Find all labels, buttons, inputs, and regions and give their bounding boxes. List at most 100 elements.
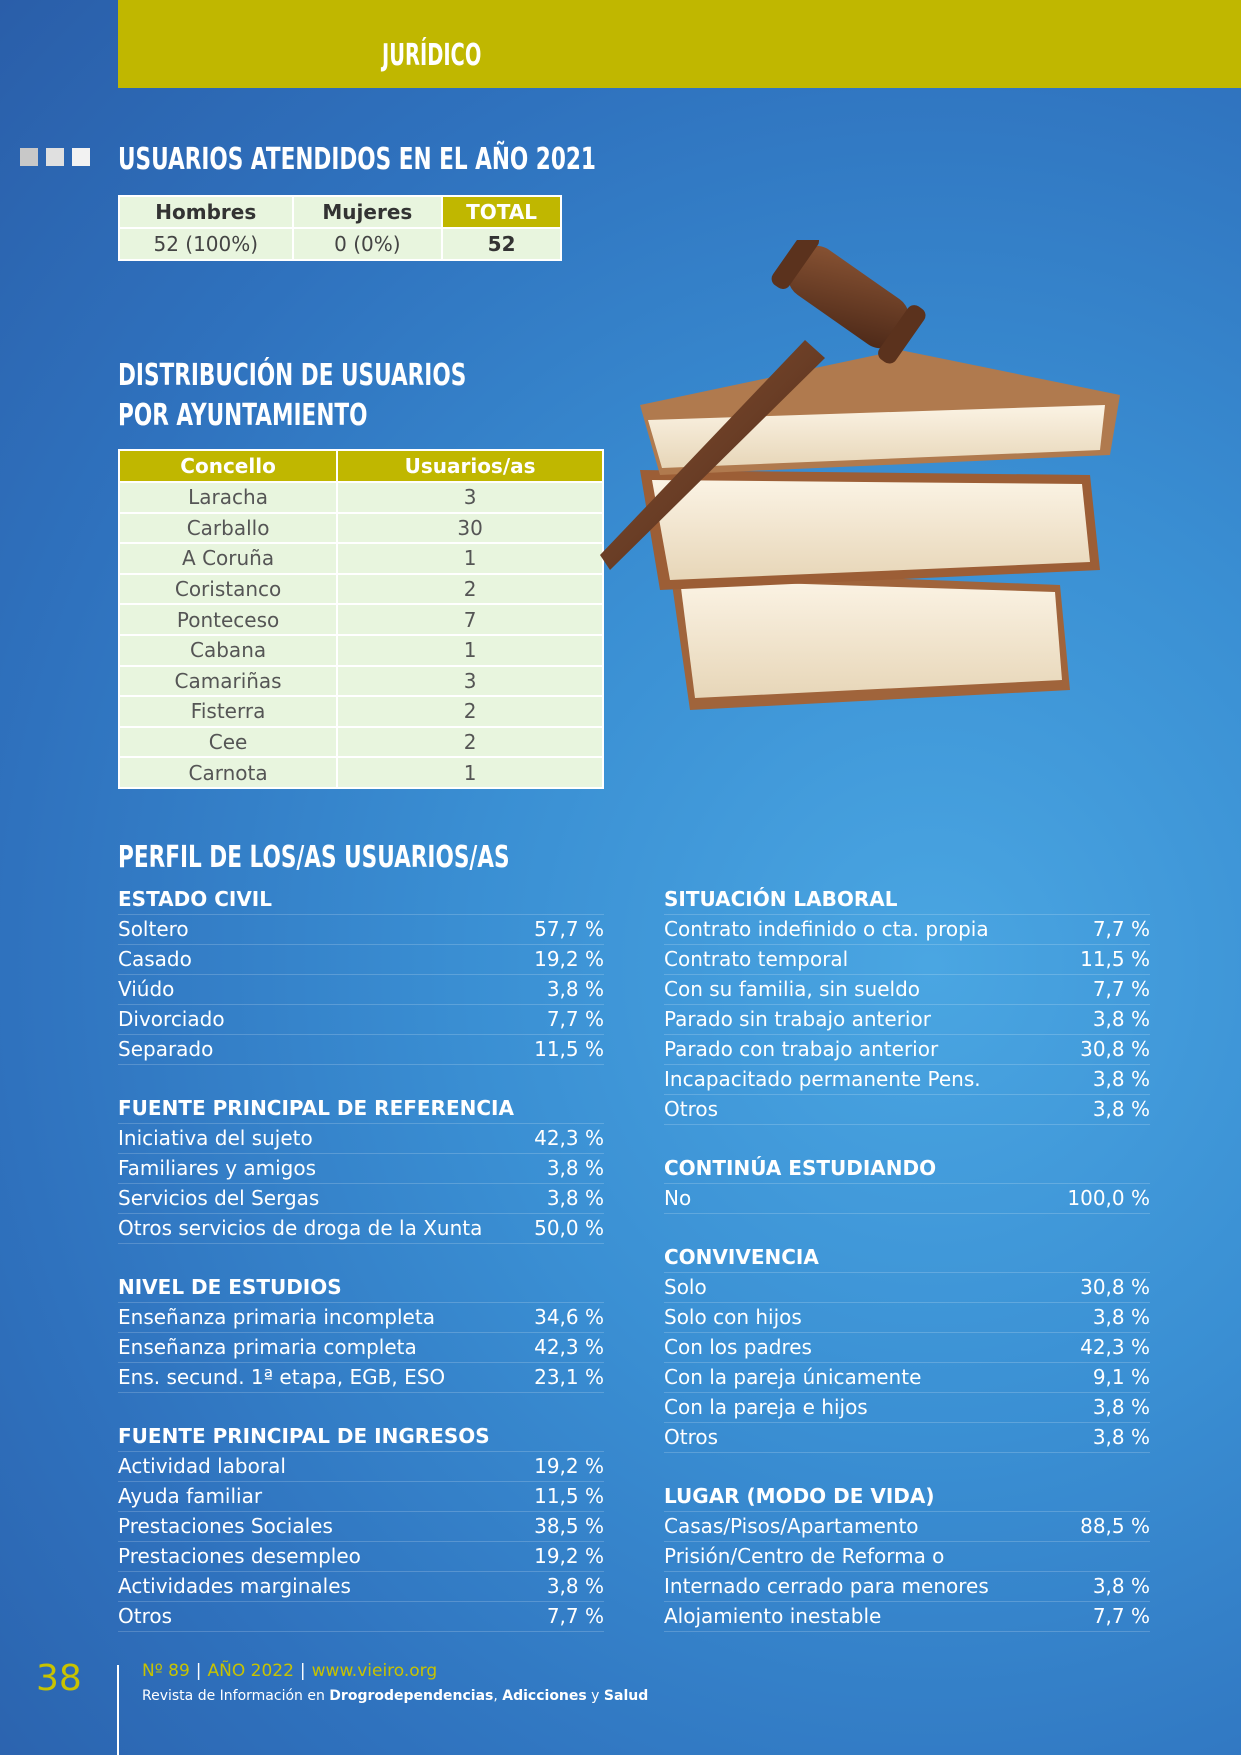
list-item: Con los padres 42,3 % bbox=[664, 1333, 1150, 1363]
issue-number: Nº 89 bbox=[142, 1661, 190, 1681]
stat-value: 3,8 % bbox=[1092, 1067, 1150, 1091]
stat-label: Actividades marginales bbox=[118, 1574, 351, 1598]
book-top-pages bbox=[648, 405, 1105, 468]
stat-label: Prisión/Centro de Reforma o bbox=[664, 1544, 945, 1568]
table-row: Ponteceso 7 bbox=[117, 603, 604, 636]
website-link[interactable]: www.vieiro.org bbox=[311, 1661, 438, 1681]
stat-value: 19,2 % bbox=[534, 1544, 604, 1568]
list-item: Otros 7,7 % bbox=[118, 1602, 604, 1632]
group-title: FUENTE PRINCIPAL DE INGRESOS bbox=[118, 1422, 604, 1452]
section-squares bbox=[20, 148, 98, 170]
stat-value: 11,5 % bbox=[1080, 947, 1150, 971]
list-item: Separado 11,5 % bbox=[118, 1035, 604, 1065]
header-total: TOTAL bbox=[441, 195, 562, 229]
stat-label: Parado con trabajo anterior bbox=[664, 1037, 939, 1061]
tagline-text: y bbox=[586, 1688, 604, 1704]
stat-value: 19,2 % bbox=[534, 947, 604, 971]
stat-label: Casas/Pisos/Apartamento bbox=[664, 1514, 919, 1538]
tagline-bold: Salud bbox=[603, 1688, 649, 1704]
list-item: Internado cerrado para menores 3,8 % bbox=[664, 1572, 1150, 1602]
concello-count: 1 bbox=[336, 633, 604, 667]
list-item: Prestaciones desempleo 19,2 % bbox=[118, 1542, 604, 1572]
table-row: Cabana 1 bbox=[117, 633, 604, 667]
stat-value: 3,8 % bbox=[1092, 1574, 1150, 1598]
stat-label: Contrato indefinido o cta. propia bbox=[664, 917, 989, 941]
stat-label: Separado bbox=[118, 1037, 214, 1061]
concello-count: 30 bbox=[336, 511, 604, 545]
concello-count: 7 bbox=[336, 603, 604, 636]
profile-right-column: SITUACIÓN LABORAL Contrato indefinido o … bbox=[664, 885, 1150, 1632]
stat-value: 3,8 % bbox=[1092, 1007, 1150, 1031]
group-title: ESTADO CIVIL bbox=[118, 885, 604, 915]
footer-issue-line: Nº 89 | AÑO 2022 | www.vieiro.org bbox=[142, 1661, 438, 1681]
concello-name: A Coruña bbox=[117, 542, 339, 575]
stat-value: 3,8 % bbox=[546, 1156, 604, 1180]
stat-label: Internado cerrado para menores bbox=[664, 1574, 989, 1598]
list-item: Con la pareja únicamente 9,1 % bbox=[664, 1363, 1150, 1393]
stat-label: Otros bbox=[664, 1425, 719, 1449]
stat-value: 3,8 % bbox=[1092, 1395, 1150, 1419]
stat-value: 57,7 % bbox=[534, 917, 604, 941]
concello-count: 2 bbox=[336, 695, 604, 728]
header-concello: Concello bbox=[117, 449, 339, 483]
stat-label: Otros servicios de droga de la Xunta bbox=[118, 1216, 483, 1240]
table-row: Laracha 3 bbox=[117, 481, 604, 514]
stat-value: 3,8 % bbox=[546, 1186, 604, 1210]
stat-value: 7,7 % bbox=[546, 1604, 604, 1628]
list-item: Iniciativa del sujeto 42,3 % bbox=[118, 1124, 604, 1154]
group-title: NIVEL DE ESTUDIOS bbox=[118, 1273, 604, 1303]
list-item: Casado 19,2 % bbox=[118, 945, 604, 975]
stat-label: Otros bbox=[664, 1097, 719, 1121]
issue-year: AÑO 2022 bbox=[207, 1661, 294, 1681]
concello-name: Carnota bbox=[117, 756, 339, 789]
tagline-bold: Drogrodependencias bbox=[329, 1688, 494, 1704]
value-total: 52 bbox=[441, 227, 562, 261]
list-item: Actividades marginales 3,8 % bbox=[118, 1572, 604, 1602]
table-row: Coristanco 2 bbox=[117, 572, 604, 606]
header-band bbox=[118, 0, 1241, 88]
stat-label: Familiares y amigos bbox=[118, 1156, 317, 1180]
stat-label: Alojamiento inestable bbox=[664, 1604, 882, 1628]
concello-count: 1 bbox=[336, 756, 604, 789]
group-title: CONVIVENCIA bbox=[664, 1243, 1150, 1273]
list-item: Enseñanza primaria completa 42,3 % bbox=[118, 1333, 604, 1363]
stat-value: 7,7 % bbox=[1092, 1604, 1150, 1628]
table-row: Cee 2 bbox=[117, 725, 604, 759]
list-item: Prisión/Centro de Reforma o bbox=[664, 1542, 1150, 1572]
list-item: Con la pareja e hijos 3,8 % bbox=[664, 1393, 1150, 1423]
stat-value: 7,7 % bbox=[1092, 977, 1150, 1001]
distribution-title-line2: POR AYUNTAMIENTO bbox=[118, 398, 368, 433]
stat-value: 23,1 % bbox=[534, 1365, 604, 1389]
square-3 bbox=[72, 148, 90, 166]
stat-label: Ayuda familiar bbox=[118, 1484, 263, 1508]
gavel-handle bbox=[600, 340, 825, 570]
stat-value: 42,3 % bbox=[534, 1335, 604, 1359]
summary-title: USUARIOS ATENDIDOS EN EL AÑO 2021 bbox=[118, 142, 596, 177]
stat-label: Soltero bbox=[118, 917, 189, 941]
list-item: Enseñanza primaria incompleta 34,6 % bbox=[118, 1303, 604, 1333]
list-item: Incapacitado permanente Pens. 3,8 % bbox=[664, 1065, 1150, 1095]
list-item: Otros 3,8 % bbox=[664, 1423, 1150, 1453]
stat-value: 3,8 % bbox=[1092, 1097, 1150, 1121]
value-mujeres: 0 (0%) bbox=[291, 227, 444, 261]
table-row: Carballo 30 bbox=[117, 511, 604, 545]
group-title: FUENTE PRINCIPAL DE REFERENCIA bbox=[118, 1094, 604, 1124]
concello-name: Coristanco bbox=[117, 572, 339, 606]
stat-label: Ens. secund. 1ª etapa, EGB, ESO bbox=[118, 1365, 446, 1389]
stat-value: 19,2 % bbox=[534, 1454, 604, 1478]
header-usuarios: Usuarios/as bbox=[336, 449, 604, 483]
list-item: Soltero 57,7 % bbox=[118, 915, 604, 945]
stat-label: Prestaciones Sociales bbox=[118, 1514, 333, 1538]
tagline-text: Revista de Información en bbox=[142, 1688, 330, 1704]
stat-label: Viúdo bbox=[118, 977, 175, 1001]
summary-table: Hombres Mujeres TOTAL 52 (100%) 0 (0%) 5… bbox=[118, 195, 562, 261]
stat-value: 38,5 % bbox=[534, 1514, 604, 1538]
stat-label: Divorciado bbox=[118, 1007, 225, 1031]
stat-value: 50,0 % bbox=[534, 1216, 604, 1240]
concello-name: Camariñas bbox=[117, 664, 339, 698]
list-item: Divorciado 7,7 % bbox=[118, 1005, 604, 1035]
table-row: Carnota 1 bbox=[117, 756, 604, 789]
stat-value: 7,7 % bbox=[546, 1007, 604, 1031]
section-title: JURÍDICO bbox=[382, 38, 482, 73]
list-item: Otros 3,8 % bbox=[664, 1095, 1150, 1125]
